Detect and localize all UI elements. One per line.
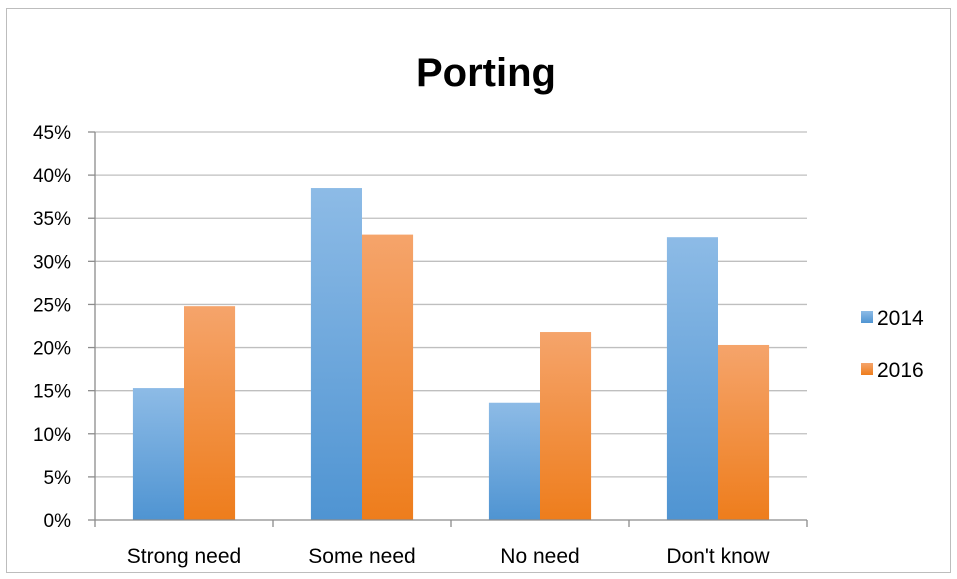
x-category-label: Don't know xyxy=(666,545,770,568)
legend-label-2016: 2016 xyxy=(877,359,924,382)
bars xyxy=(132,188,770,521)
legend-swatch-2014 xyxy=(861,311,873,323)
y-tick-label: 20% xyxy=(33,339,71,360)
legend: 2014 2016 xyxy=(861,307,924,382)
bar-2014-don-t-know xyxy=(666,237,718,521)
y-tick-label: 25% xyxy=(33,295,71,316)
y-tick-label: 10% xyxy=(33,425,71,446)
y-tick-labels: 0% 5% 10% 15% 20% 25% 30% 35% 40% 45% xyxy=(33,123,71,532)
y-tick-label: 30% xyxy=(33,252,71,273)
legend-swatch-2016 xyxy=(861,363,873,375)
bar-2016-don-t-know xyxy=(718,344,770,520)
bar-2014-strong-need xyxy=(132,388,184,520)
y-tick-label: 45% xyxy=(33,123,71,144)
y-tick-label: 40% xyxy=(33,166,71,187)
y-tick-label: 5% xyxy=(44,468,72,489)
axes xyxy=(94,132,808,527)
y-tick-label: 35% xyxy=(33,209,71,230)
bar-2016-some-need xyxy=(362,234,414,521)
y-tick-label: 0% xyxy=(44,511,72,532)
legend-label-2014: 2014 xyxy=(877,307,924,330)
x-category-label: Strong need xyxy=(127,545,241,568)
x-category-labels: Strong need Some need No need Don't know xyxy=(127,545,771,568)
x-category-label: Some need xyxy=(308,545,415,568)
x-category-label: No need xyxy=(500,545,579,568)
bar-2014-no-need xyxy=(488,402,540,520)
bar-2014-some-need xyxy=(310,188,362,521)
y-tick-label: 15% xyxy=(33,382,71,403)
chart-title: Porting xyxy=(416,51,556,95)
bar-2016-strong-need xyxy=(184,306,236,520)
bar-2016-no-need xyxy=(540,332,592,520)
